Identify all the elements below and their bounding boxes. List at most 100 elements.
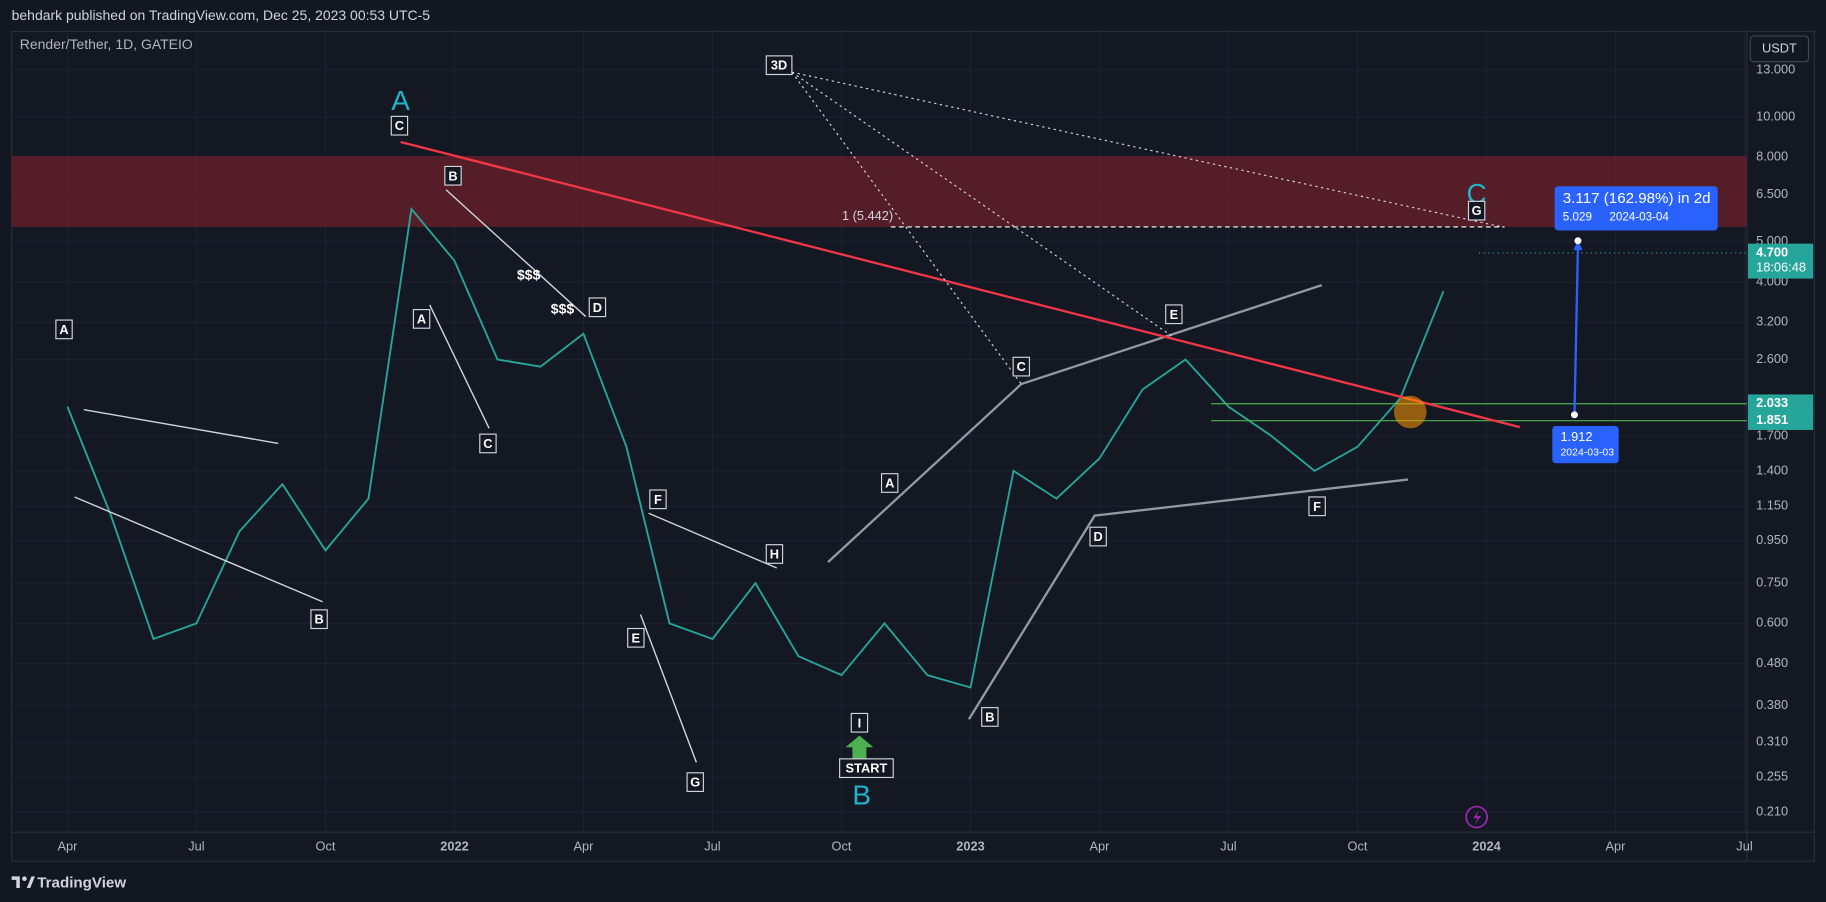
x-tick-label: Oct <box>315 839 335 854</box>
wave-point: E <box>632 630 641 645</box>
wave-point-box <box>850 712 869 733</box>
wave-point-box <box>444 165 462 186</box>
measure-box <box>1554 186 1718 231</box>
wave-point: A <box>417 311 426 326</box>
liquidity-label: $$$ <box>551 300 575 316</box>
currency: USDT <box>1762 40 1797 55</box>
y-tick-label: 0.480 <box>1756 655 1788 670</box>
y-tick-label: 0.255 <box>1756 769 1788 784</box>
x-tick-label: 2022 <box>440 839 468 854</box>
liquidity-label: $$$ <box>517 267 541 283</box>
start-arrow <box>845 735 874 759</box>
start-label-box <box>839 758 894 779</box>
dotted-lines <box>791 71 1503 385</box>
level-label: 1.851 <box>1756 412 1788 427</box>
tradingview-logo <box>11 876 35 889</box>
x-tick-label: Jul <box>1736 839 1752 854</box>
y-tick-label: 0.310 <box>1756 734 1788 749</box>
y-tick-label: 8.000 <box>1756 149 1788 164</box>
measure-change: 3.117 (162.98%) in 2d <box>1563 190 1711 207</box>
red-trendline <box>400 140 1521 429</box>
x-tick-label: Apr <box>1606 839 1627 854</box>
resistance-zone <box>11 155 1747 227</box>
level-tag <box>1747 411 1814 430</box>
wave-point: D <box>1094 529 1103 544</box>
measure-origin-date: 2024-03-03 <box>1560 448 1614 459</box>
events-icon-bolt <box>1473 810 1482 826</box>
wave-point: A <box>59 322 68 337</box>
publisher: behdark published on TradingView.com, De… <box>12 7 431 23</box>
wave-point: G <box>690 775 700 790</box>
wave-point: B <box>985 709 994 724</box>
wave-point-box <box>1012 356 1031 377</box>
x-tick-label: Jul <box>1220 839 1236 854</box>
wave-point-box <box>412 309 431 329</box>
wave-point-box <box>479 433 497 454</box>
wave-point-box <box>765 544 784 564</box>
x-tick-label: Jul <box>188 839 204 854</box>
x-tick-label: Apr <box>57 839 78 854</box>
wave-point-box <box>1467 200 1486 221</box>
wave-point: B <box>314 612 323 627</box>
fib-label: 1 (5.442) <box>842 208 893 223</box>
wave-point-box <box>1165 304 1183 325</box>
wave-point-box <box>880 473 899 493</box>
x-tick-label: 2023 <box>956 839 984 854</box>
start-label: START <box>846 761 888 776</box>
wave-point: E <box>1170 307 1179 322</box>
measure-target-dot <box>1574 237 1582 245</box>
measure-origin-box <box>1552 425 1619 464</box>
wave-point: D <box>593 300 602 315</box>
symbol: Render/Tether, 1D, GATEIO <box>20 36 193 52</box>
measure-origin: 1.912 <box>1560 429 1592 444</box>
measure-target-date: 2024-03-04 <box>1609 211 1669 224</box>
measure-arrowhead <box>1573 240 1583 251</box>
y-tick-label: 0.950 <box>1756 532 1788 547</box>
wave-point-box <box>310 609 328 630</box>
last-price: 4.700 <box>1756 244 1788 259</box>
wave-point-box <box>1089 526 1107 547</box>
events-icon <box>1465 805 1488 829</box>
x-tick-label: Apr <box>574 839 595 854</box>
wave-label: A <box>391 85 410 116</box>
x-tick-label: Oct <box>1348 839 1368 854</box>
y-tick-label: 1.400 <box>1756 462 1788 477</box>
wave-point: A <box>885 476 894 491</box>
y-tick-label: 2.600 <box>1756 351 1788 366</box>
level-tag <box>1747 394 1814 414</box>
wave-point: C <box>395 118 404 133</box>
y-tick-label: 0.380 <box>1756 697 1788 712</box>
wave-point-box <box>627 627 645 648</box>
wave-point-box <box>390 115 409 136</box>
x-tick-label: Apr <box>1090 839 1111 854</box>
wave-point: G <box>1472 203 1482 218</box>
y-tick-label: 10.000 <box>1756 108 1795 123</box>
wave-point: B <box>448 168 457 183</box>
y-tick-label: 0.600 <box>1756 615 1788 630</box>
level-label: 2.033 <box>1756 395 1788 410</box>
wave-point: C <box>483 436 492 451</box>
wave-point: I <box>858 715 862 730</box>
wave-point-box <box>55 319 73 340</box>
last-price-tag <box>1747 243 1814 279</box>
wave-label: B <box>852 780 871 811</box>
y-tick-label: 3.200 <box>1756 314 1788 329</box>
wave-point-box <box>981 707 999 727</box>
timeframe-label: 3D <box>771 58 787 73</box>
wave-point: C <box>1017 359 1026 374</box>
y-tick-label: 0.750 <box>1756 575 1788 590</box>
measure-arrow <box>1573 245 1580 415</box>
currency-box[interactable] <box>1749 35 1810 63</box>
wave-point: F <box>1313 499 1321 514</box>
wave-point-box <box>649 489 667 510</box>
x-tick-label: Jul <box>704 839 720 854</box>
wave-point-box <box>1308 496 1326 517</box>
timeframe-label-box <box>765 55 793 76</box>
brand: TradingView <box>37 874 126 891</box>
x-tick-label: Oct <box>832 839 852 854</box>
wave-point: F <box>654 492 662 507</box>
trendlines <box>74 189 778 763</box>
measure-target: 5.029 <box>1563 211 1592 224</box>
wave-point-box <box>686 772 704 793</box>
